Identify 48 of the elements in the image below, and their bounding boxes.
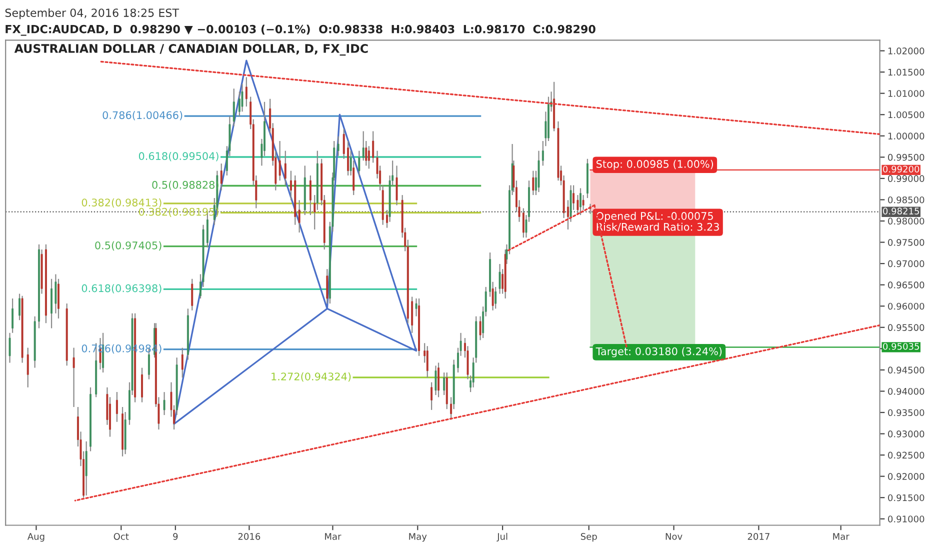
x-tick-label: Mar [325,533,342,540]
chart-title: FX_IDC:AUDCAD, D 0.98290 ▼ −0.00103 (−0.1%) O:0.98338 H:0.98403 L:0.98170 C:0.98290 [6,24,596,36]
x-tick-label: Nov [666,533,682,540]
x-tick-label: May [409,533,427,542]
chart-subtitle: AUSTRALIAN DOLLAR / CANADIAN DOLLAR, D, FX_IDC [14,44,368,56]
y-tick-label: 0.93500 [888,409,924,416]
y-tick-label: 0.96000 [888,302,924,310]
y-tick-label: 0.92500 [888,452,924,459]
y-tick-label: 0.98500 [888,196,924,204]
annotation: 0.5(0.97405) [95,241,162,251]
x-tick-label: 2017 [748,533,770,540]
y-tick-label: 1.01000 [888,90,924,97]
ref-line-label: 0.95035 [883,342,919,350]
y-tick-label: 0.97000 [888,260,924,268]
y-tick-label: 0.98000 [888,218,924,225]
annotation: 0.618(0.99504) [138,152,218,162]
x-tick-label: Mar [833,533,850,540]
annotation: 0.382(0.98413) [82,198,162,208]
x-tick-label: 2016 [238,533,260,540]
x-tick-label: Sep [580,533,597,542]
y-tick-label: 1.00500 [888,111,924,118]
y-tick-label: 0.94000 [888,388,924,395]
annotation: Opened P&L: -0.00075 Risk/Reward Ratio: 3.23 [596,212,719,232]
y-tick-label: 1.00000 [888,132,924,140]
x-tick-label: Aug [27,533,44,542]
y-tick-label: 0.96500 [888,282,924,288]
y-tick-label: 1.02000 [888,48,924,54]
annotation: 0.786(1.00466) [102,111,182,120]
text: September 04, 2016 18:25 EST [5,8,180,20]
y-tick-label: 0.93000 [888,430,924,438]
x-tick-label: Jul [496,532,508,542]
annotation: 0.618(0.96398) [82,284,162,294]
y-tick-label: 1.01500 [888,68,924,76]
annotation: Target: 0.03180 (3.24%) [596,347,722,358]
y-tick-label: 0.91500 [888,494,924,502]
y-tick-label: 0.99000 [888,175,924,182]
y-tick-label: 0.97500 [888,239,924,246]
annotation: 1.272(0.94324) [272,372,351,382]
x-tick-label: Oct [114,533,129,540]
y-tick-label: 0.91000 [888,516,924,522]
y-tick-label: 0.94500 [888,366,924,374]
y-tick-label: 0.99500 [888,154,924,161]
ref-line-label: 0.98215 [883,208,919,214]
ref-line-label: 0.99200 [883,166,920,173]
annotation: Stop: 0.00985 (1.00%) [596,160,714,170]
x-tick-label: 9 [173,533,178,540]
y-tick-label: 0.95500 [888,324,924,331]
y-tick-label: 0.92000 [888,473,924,480]
